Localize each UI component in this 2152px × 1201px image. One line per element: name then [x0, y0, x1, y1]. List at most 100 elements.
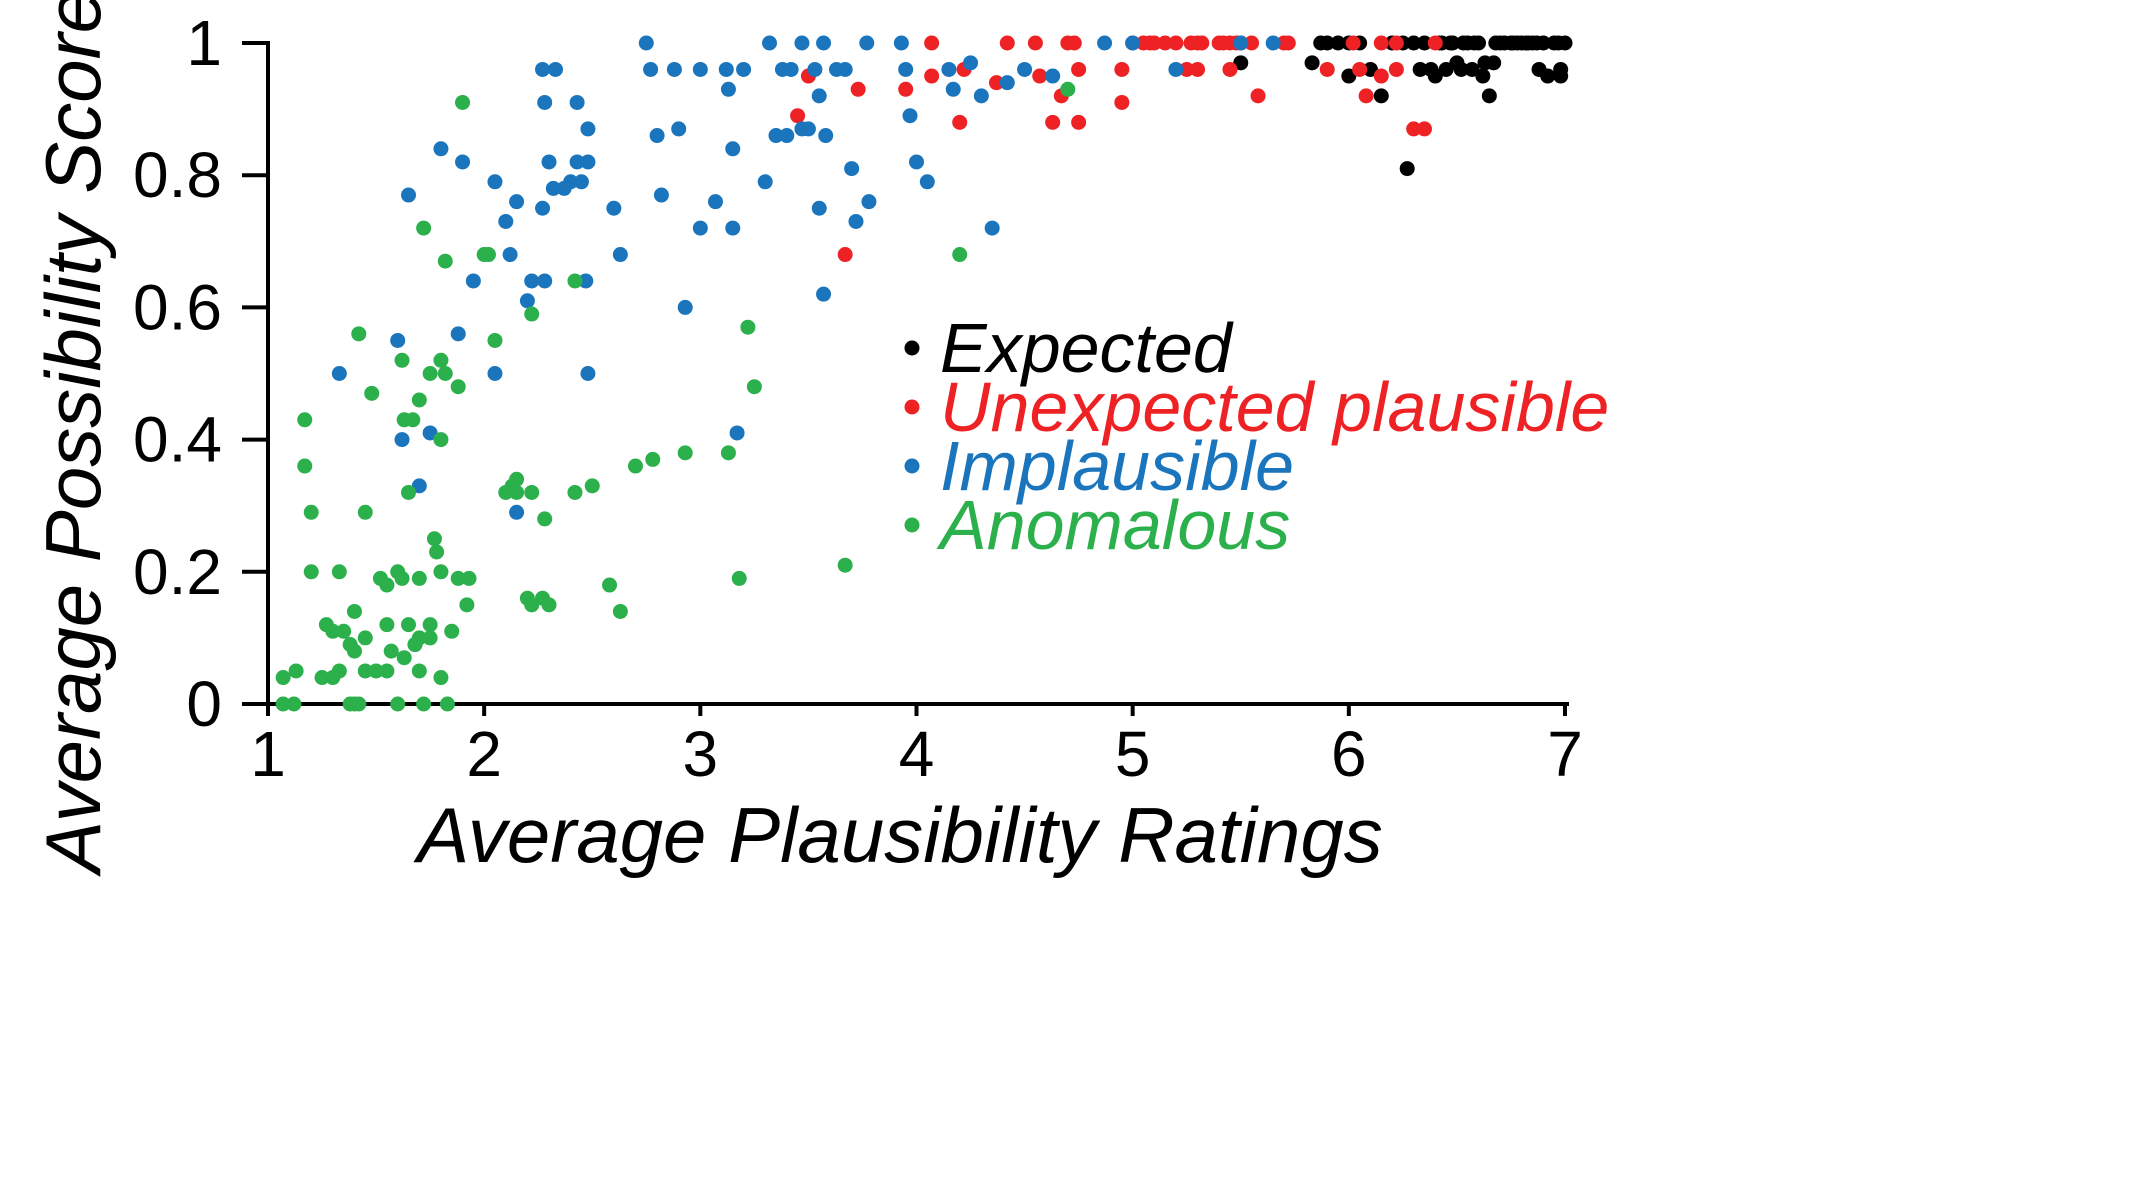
- data-point: [422, 630, 438, 646]
- data-point: [1475, 68, 1491, 84]
- data-point: [336, 623, 352, 639]
- data-point: [1373, 35, 1389, 51]
- data-point: [411, 478, 427, 494]
- data-point: [433, 432, 449, 448]
- data-point: [303, 504, 319, 520]
- data-point: [1453, 61, 1469, 77]
- data-point: [351, 696, 367, 712]
- data-point: [331, 366, 347, 381]
- data-point: [275, 670, 291, 686]
- data-point: [671, 121, 687, 137]
- data-point: [459, 597, 475, 613]
- data-point: [1416, 121, 1432, 137]
- data-point: [1244, 35, 1260, 51]
- data-point: [612, 603, 628, 619]
- data-point: [1330, 35, 1346, 51]
- data-point: [1190, 61, 1206, 77]
- data-point: [325, 623, 341, 639]
- data-point: [1373, 68, 1389, 84]
- data-point: [433, 564, 449, 580]
- data-point: [537, 94, 553, 110]
- data-point: [1399, 161, 1415, 177]
- data-point: [569, 94, 585, 110]
- data-point: [643, 61, 659, 77]
- data-point: [740, 319, 756, 335]
- data-point: [1488, 35, 1504, 51]
- data-point: [762, 35, 778, 51]
- data-point: [346, 603, 362, 619]
- data-point: [816, 286, 832, 302]
- data-point: [848, 213, 864, 229]
- data-point: [811, 200, 827, 216]
- data-point: [1027, 35, 1043, 51]
- data-point: [1416, 35, 1432, 51]
- data-point: [893, 35, 909, 51]
- data-point: [487, 366, 503, 381]
- data-point: [720, 81, 736, 97]
- data-point: [541, 154, 557, 170]
- data-point: [487, 332, 503, 348]
- data-point: [567, 484, 583, 500]
- data-point: [941, 61, 957, 77]
- data-point: [364, 385, 380, 401]
- data-point: [346, 643, 362, 659]
- y-tick-label: 0.8: [133, 139, 222, 211]
- data-point: [379, 617, 395, 633]
- data-point: [314, 670, 330, 686]
- data-point: [919, 174, 935, 190]
- data-point: [898, 61, 914, 77]
- data-point: [383, 643, 399, 659]
- data-point: [578, 273, 594, 289]
- data-point: [461, 570, 477, 586]
- data-point: [537, 511, 553, 527]
- data-point: [411, 630, 427, 646]
- data-point: [1114, 94, 1130, 110]
- data-point: [524, 484, 540, 500]
- data-point: [837, 247, 853, 263]
- data-point: [1319, 61, 1335, 77]
- data-point: [1358, 88, 1374, 104]
- data-point: [545, 180, 561, 196]
- data-point: [357, 504, 373, 520]
- data-point: [401, 617, 417, 633]
- data-point: [924, 68, 940, 84]
- data-points: [275, 35, 1573, 712]
- data-point: [898, 81, 914, 97]
- data-point: [357, 630, 373, 646]
- data-point: [1540, 68, 1556, 84]
- data-point: [627, 458, 643, 474]
- data-point: [818, 128, 834, 144]
- y-axis-title: Average Possibility Scores: [29, 0, 117, 877]
- axes: 1 2 3 4 5 6 7 0 0.2 0.4 0.6 0.8 1: [133, 7, 1583, 790]
- data-point: [945, 81, 961, 97]
- data-point: [1045, 114, 1061, 130]
- data-point: [368, 663, 384, 679]
- x-tick-label: 4: [899, 718, 935, 790]
- data-point: [1168, 35, 1184, 51]
- legend-marker: [904, 399, 920, 415]
- data-point: [288, 663, 304, 679]
- x-tick-label: 3: [683, 718, 719, 790]
- data-point: [1304, 55, 1320, 71]
- data-point: [1194, 35, 1210, 51]
- data-point: [1114, 61, 1130, 77]
- data-point: [1233, 55, 1249, 71]
- y-tick-label: 0.4: [133, 404, 222, 476]
- data-point: [563, 174, 579, 190]
- data-point: [1157, 35, 1173, 51]
- data-point: [1388, 61, 1404, 77]
- data-point: [394, 432, 410, 448]
- data-point: [677, 445, 693, 461]
- data-point: [569, 154, 585, 170]
- x-tick-label: 2: [466, 718, 502, 790]
- data-point: [837, 557, 853, 573]
- data-point: [580, 154, 596, 170]
- legend-marker: [904, 458, 920, 474]
- data-point: [580, 366, 596, 381]
- data-point: [1060, 81, 1076, 97]
- data-point: [1373, 88, 1389, 104]
- data-point: [602, 577, 618, 593]
- data-point: [811, 88, 827, 104]
- data-point: [426, 531, 442, 547]
